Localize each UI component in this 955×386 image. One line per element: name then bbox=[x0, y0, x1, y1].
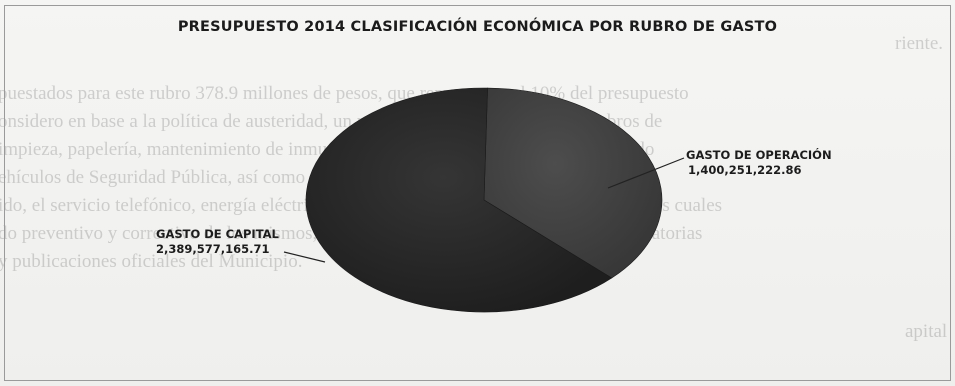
slice-value-capital: 2,389,577,165.71 bbox=[156, 242, 270, 256]
leader-line-operacion bbox=[607, 157, 685, 189]
pie-labels: GASTO DE OPERACIÓN 1,400,251,222.86 GAST… bbox=[156, 147, 832, 263]
slice-label-capital: GASTO DE CAPITAL bbox=[156, 227, 280, 241]
pie-slice-operacion bbox=[483, 87, 663, 279]
pie-slices bbox=[305, 87, 663, 313]
slice-value-operacion: 1,400,251,222.86 bbox=[688, 163, 802, 177]
pie-slice-capital bbox=[305, 87, 613, 313]
leader-line-capital bbox=[283, 251, 326, 263]
chart-title: PRESUPUESTO 2014 CLASIFICACIÓN ECONÓMICA… bbox=[177, 19, 778, 35]
slice-label-operacion: GASTO DE OPERACIÓN bbox=[686, 147, 832, 162]
chart-frame bbox=[4, 5, 951, 381]
